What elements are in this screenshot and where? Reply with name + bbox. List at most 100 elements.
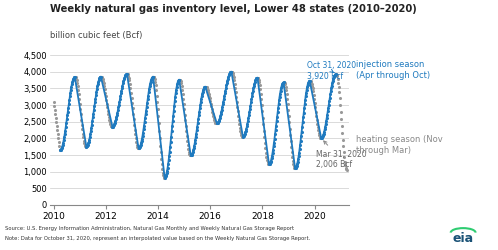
Point xyxy=(330,75,338,79)
Point xyxy=(228,70,236,74)
Point xyxy=(53,124,61,128)
Point xyxy=(209,112,217,116)
Point xyxy=(172,91,180,95)
Point xyxy=(308,84,316,88)
Text: Note: Data for October 31, 2020, represent an interpolated value based on the We: Note: Data for October 31, 2020, represe… xyxy=(5,236,310,241)
Point xyxy=(175,78,183,82)
Point xyxy=(178,84,186,88)
Point xyxy=(106,120,114,124)
Point xyxy=(111,121,119,125)
Point xyxy=(201,85,209,89)
Point xyxy=(58,146,66,150)
Point xyxy=(304,83,312,87)
Point xyxy=(53,128,61,132)
Point xyxy=(337,110,345,114)
Point xyxy=(147,78,155,82)
Point xyxy=(238,134,246,138)
Point xyxy=(119,84,126,87)
Point xyxy=(279,80,287,84)
Point xyxy=(262,151,270,155)
Point xyxy=(277,86,285,90)
Point xyxy=(103,102,111,105)
Point xyxy=(104,109,112,113)
Point xyxy=(170,108,178,112)
Point xyxy=(130,128,138,132)
Point xyxy=(66,91,74,95)
Point xyxy=(275,98,283,102)
Point xyxy=(295,154,303,158)
Point xyxy=(305,79,313,83)
Point xyxy=(206,99,214,103)
Point xyxy=(247,104,254,108)
Point xyxy=(171,99,179,103)
Point xyxy=(67,88,75,92)
Point xyxy=(94,82,102,86)
Point xyxy=(305,80,313,84)
Point xyxy=(100,79,108,83)
Point xyxy=(184,147,192,151)
Point xyxy=(225,73,233,77)
Point xyxy=(139,127,147,131)
Point xyxy=(218,108,226,112)
Point xyxy=(93,87,101,91)
Point xyxy=(190,144,198,148)
Point xyxy=(260,129,268,133)
Point xyxy=(236,122,244,126)
Point xyxy=(55,140,63,144)
Point xyxy=(303,85,311,89)
Point xyxy=(77,112,85,116)
Point xyxy=(201,85,209,89)
Point xyxy=(258,109,266,113)
Point xyxy=(338,131,346,135)
Point xyxy=(118,86,126,90)
Point xyxy=(85,138,93,141)
Point xyxy=(178,88,186,92)
Point xyxy=(216,116,224,120)
Point xyxy=(65,102,73,106)
Point xyxy=(153,100,161,104)
Point xyxy=(88,119,96,123)
Point xyxy=(167,134,175,138)
Point xyxy=(279,80,287,84)
Point xyxy=(144,90,152,94)
Point xyxy=(126,82,134,86)
Point xyxy=(97,75,105,79)
Point xyxy=(232,86,240,90)
Point xyxy=(296,143,304,147)
Point xyxy=(179,92,187,96)
Point xyxy=(272,119,280,123)
Point xyxy=(287,139,295,143)
Point xyxy=(298,130,306,134)
Point xyxy=(250,82,258,86)
Point xyxy=(293,164,301,168)
Point xyxy=(65,98,73,102)
Point xyxy=(132,140,140,144)
Text: heating season (Nov
through Mar): heating season (Nov through Mar) xyxy=(356,135,443,155)
Point xyxy=(52,116,60,120)
Point xyxy=(189,148,197,152)
Point xyxy=(164,162,172,166)
Point xyxy=(168,129,176,133)
Point xyxy=(319,134,327,138)
Point xyxy=(239,135,247,139)
Point xyxy=(248,97,255,101)
Point xyxy=(173,82,181,86)
Point xyxy=(268,151,276,155)
Point xyxy=(102,94,110,98)
Point xyxy=(280,81,288,85)
Point xyxy=(155,129,163,133)
Point xyxy=(313,118,321,122)
Point xyxy=(255,78,263,82)
Point xyxy=(264,162,272,166)
Point xyxy=(227,70,235,74)
Point xyxy=(81,144,89,148)
Point xyxy=(229,70,237,74)
Point xyxy=(88,122,96,126)
Point xyxy=(231,82,239,86)
Point xyxy=(256,83,264,87)
Point xyxy=(103,98,111,102)
Point xyxy=(66,94,74,98)
Point xyxy=(157,150,165,154)
Point xyxy=(64,106,72,110)
Point xyxy=(332,72,340,76)
